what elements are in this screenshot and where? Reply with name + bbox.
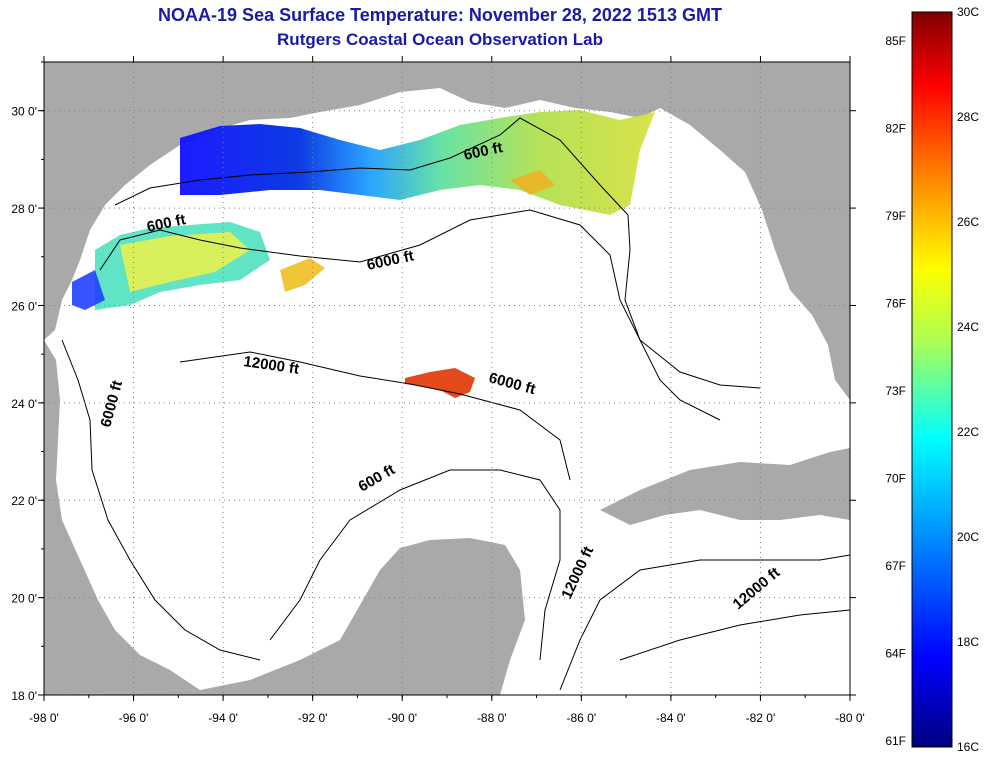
- axis-ticks: -98 0' -96 0' -94 0' -92 0' -90 0' -88 0' -86 …: [11, 56, 865, 725]
- colorbar-fahrenheit-label: 85F: [885, 34, 906, 48]
- colorbar-fahrenheit-label: 82F: [885, 122, 906, 136]
- y-tick-label: 30 0': [11, 105, 37, 119]
- y-tick-label: 28 0': [11, 202, 37, 216]
- colorbar-fahrenheit-label: 70F: [885, 472, 906, 486]
- colorbar-celsius-label: 24C: [957, 320, 979, 334]
- colorbar-fahrenheit-label: 73F: [885, 384, 906, 398]
- y-tick-label: 20 0': [11, 592, 37, 606]
- contour-6000ft-west: [61, 339, 261, 661]
- y-tick-label: 22 0': [11, 494, 37, 508]
- colorbar-fahrenheit-label: 76F: [885, 297, 906, 311]
- map-title: NOAA-19 Sea Surface Temperature: Novembe…: [158, 5, 722, 25]
- land-yucatan: [44, 538, 525, 695]
- y-tick-label: 24 0': [11, 397, 37, 411]
- colorbar-labels: 30C 28C 26C 24C 22C 20C 18C 16C 85F 82F 79F 76F 73F 7…: [885, 5, 979, 754]
- sst-central-warm: [405, 368, 475, 398]
- sst-texas-cold: [72, 270, 105, 310]
- colorbar-celsius-label: 22C: [957, 425, 979, 439]
- contour-12000ft-caribbean: [559, 554, 850, 691]
- colorbar-fahrenheit-label: 79F: [885, 209, 906, 223]
- colorbar-celsius-label: 30C: [957, 5, 979, 19]
- y-tick-label: 26 0': [11, 299, 37, 313]
- x-tick-label: -82 0': [746, 711, 776, 725]
- colorbar-celsius-label: 18C: [957, 635, 979, 649]
- x-tick-label: -94 0': [208, 711, 238, 725]
- bathymetry-contours: [61, 117, 850, 691]
- map-gridlines: [44, 62, 850, 695]
- map-subtitle: Rutgers Coastal Ocean Observation Lab: [277, 30, 603, 49]
- contour-6000ft-north: [99, 209, 721, 421]
- colorbar: [911, 11, 953, 748]
- x-tick-label: -86 0': [567, 711, 597, 725]
- x-tick-label: -90 0': [387, 711, 417, 725]
- colorbar-celsius-label: 20C: [957, 530, 979, 544]
- colorbar-fahrenheit-label: 61F: [885, 734, 906, 748]
- y-tick-label: 18 0': [11, 689, 37, 703]
- x-tick-label: -96 0': [119, 711, 149, 725]
- x-tick-label: -84 0': [656, 711, 686, 725]
- colorbar-celsius-label: 26C: [957, 215, 979, 229]
- contour-caribbean-2: [619, 609, 850, 661]
- contour-12000ft: [179, 351, 571, 481]
- x-tick-label: -92 0': [298, 711, 328, 725]
- sst-la-warm-patch: [280, 258, 325, 292]
- colorbar-fahrenheit-label: 64F: [885, 647, 906, 661]
- x-tick-label: -80 0': [835, 711, 865, 725]
- land-us-north: [44, 62, 850, 400]
- sst-texas-warm: [120, 232, 250, 292]
- colorbar-celsius-label: 28C: [957, 110, 979, 124]
- land-cuba: [600, 448, 850, 525]
- contour-600ft-yucatan: [269, 469, 561, 661]
- colorbar-celsius-label: 16C: [957, 740, 979, 754]
- sst-fl-warm-patch: [510, 170, 555, 195]
- land-mexico-west: [44, 340, 200, 695]
- colorbar-fahrenheit-label: 67F: [885, 559, 906, 573]
- x-tick-label: -98 0': [29, 711, 59, 725]
- x-tick-label: -88 0': [477, 711, 507, 725]
